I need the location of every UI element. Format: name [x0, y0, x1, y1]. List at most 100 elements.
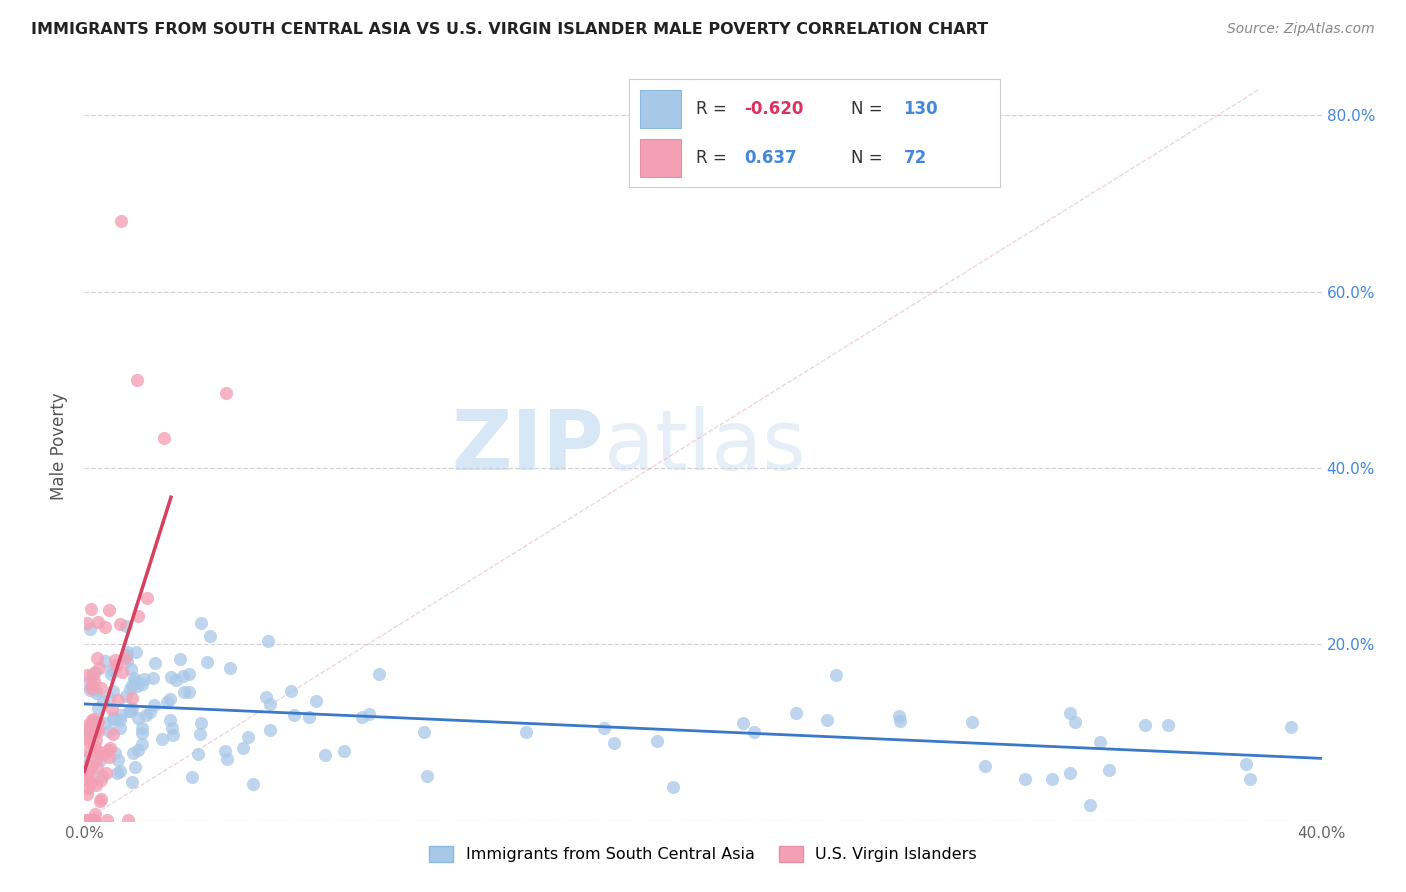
Point	[90, 772, 112, 787]
Point	[84, 686, 107, 700]
Point	[188, 727, 211, 741]
Point	[889, 714, 911, 729]
Point	[110, 721, 132, 735]
Point	[1014, 772, 1036, 786]
Point	[131, 677, 153, 691]
Point	[256, 633, 278, 648]
Point	[105, 657, 128, 672]
Point	[91, 694, 114, 708]
Point	[283, 708, 305, 723]
Point	[86, 761, 108, 775]
Point	[115, 645, 138, 659]
Point	[98, 750, 121, 764]
Point	[77, 716, 100, 731]
Point	[103, 713, 125, 727]
Point	[415, 769, 437, 783]
Point	[121, 691, 143, 706]
Point	[159, 692, 181, 706]
Point	[83, 712, 105, 726]
Point	[79, 681, 101, 695]
Point	[1063, 715, 1085, 730]
Point	[162, 728, 184, 742]
Point	[1040, 772, 1063, 786]
Text: Source: ZipAtlas.com: Source: ZipAtlas.com	[1227, 22, 1375, 37]
Point	[190, 615, 212, 630]
Point	[143, 657, 166, 671]
Point	[101, 727, 124, 741]
Point	[127, 710, 149, 724]
Point	[960, 714, 983, 729]
Point	[82, 667, 104, 681]
Point	[83, 674, 105, 689]
Point	[159, 713, 181, 727]
Point	[118, 705, 141, 719]
Point	[114, 651, 136, 665]
Point	[76, 734, 98, 748]
Point	[1078, 798, 1101, 813]
Point	[79, 723, 101, 738]
Point	[662, 780, 685, 795]
Point	[177, 666, 200, 681]
Point	[134, 672, 156, 686]
Point	[242, 776, 264, 790]
Point	[359, 707, 381, 722]
Point	[314, 747, 336, 762]
Point	[350, 709, 373, 723]
Point	[121, 774, 143, 789]
Point	[1239, 772, 1261, 787]
Point	[89, 661, 111, 675]
Point	[108, 617, 131, 632]
Point	[76, 787, 98, 801]
Point	[76, 813, 98, 827]
Text: atlas: atlas	[605, 406, 806, 486]
Point	[94, 654, 117, 668]
Point	[76, 768, 98, 782]
Point	[142, 698, 165, 713]
Point	[80, 760, 103, 774]
Point	[214, 743, 236, 757]
Point	[111, 665, 134, 679]
Point	[238, 730, 260, 744]
Point	[82, 714, 104, 729]
Point	[180, 770, 202, 784]
Point	[76, 813, 98, 827]
Point	[733, 715, 755, 730]
Point	[79, 745, 101, 759]
Point	[90, 681, 112, 696]
Point	[142, 671, 165, 685]
Point	[153, 431, 176, 445]
Point	[76, 615, 98, 630]
Point	[122, 747, 145, 761]
Point	[169, 652, 191, 666]
Text: ZIP: ZIP	[451, 406, 605, 486]
Point	[742, 725, 765, 739]
Text: IMMIGRANTS FROM SOUTH CENTRAL ASIA VS U.S. VIRGIN ISLANDER MALE POVERTY CORRELAT: IMMIGRANTS FROM SOUTH CENTRAL ASIA VS U.…	[31, 22, 988, 37]
Point	[200, 629, 222, 643]
Point	[259, 697, 281, 711]
Point	[150, 731, 173, 746]
Point	[298, 709, 321, 723]
Point	[94, 620, 117, 634]
Point	[91, 769, 114, 783]
Point	[125, 645, 148, 659]
Point	[98, 724, 121, 739]
Point	[124, 673, 146, 688]
Point	[187, 747, 209, 761]
Point	[173, 684, 195, 698]
Point	[1098, 763, 1121, 777]
Point	[97, 690, 120, 705]
Point	[84, 682, 107, 697]
Point	[219, 661, 242, 675]
Point	[172, 669, 194, 683]
Point	[120, 704, 142, 718]
Point	[83, 813, 105, 827]
Point	[135, 708, 157, 723]
Point	[1234, 757, 1257, 772]
Point	[368, 666, 391, 681]
Point	[84, 806, 107, 821]
Point	[80, 602, 103, 616]
Point	[121, 701, 143, 715]
Y-axis label: Male Poverty: Male Poverty	[51, 392, 69, 500]
Point	[107, 693, 129, 707]
Point	[110, 708, 132, 723]
